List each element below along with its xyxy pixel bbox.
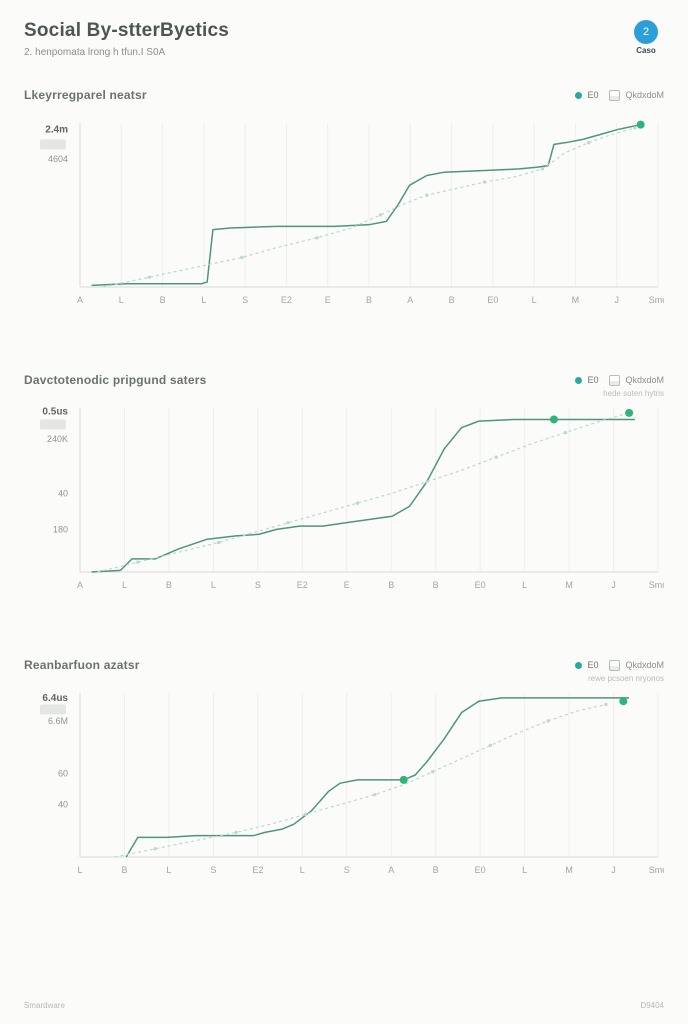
app-header: Social By-stterByetics 2. henpomata lron… (24, 20, 664, 58)
legend-note: hede soten hytris (603, 389, 664, 398)
svg-text:40: 40 (58, 800, 68, 810)
svg-text:A: A (77, 295, 83, 305)
svg-text:M: M (572, 295, 580, 305)
page-title: Social By-stterByetics (24, 20, 230, 41)
svg-text:2.4m: 2.4m (45, 125, 68, 136)
svg-text:A: A (388, 865, 394, 875)
svg-text:L: L (522, 865, 527, 875)
svg-text:E2: E2 (297, 580, 308, 590)
svg-text:180: 180 (53, 524, 68, 534)
svg-text:J: J (611, 580, 616, 590)
svg-text:B: B (121, 865, 127, 875)
svg-text:E: E (344, 580, 350, 590)
legend-dot-icon (575, 661, 583, 669)
svg-text:L: L (166, 865, 171, 875)
svg-text:M: M (565, 580, 573, 590)
svg-text:M: M (565, 865, 573, 875)
svg-text:S: S (255, 580, 261, 590)
chart-legend[interactable]: E0 QkdxdoM (575, 659, 664, 671)
line-chart: L B L S E2 L S A B E0 L M J Smo 6.4us 6.6M 60 40 (40, 693, 664, 875)
svg-text:E0: E0 (487, 295, 498, 305)
svg-text:A: A (407, 295, 413, 305)
svg-text:J: J (611, 865, 616, 875)
svg-text:L: L (77, 865, 82, 875)
chart-section-2: Davctotenodic pripgund saters E0 QkdxdoM… (24, 373, 664, 602)
svg-text:S: S (344, 865, 350, 875)
svg-text:L: L (532, 295, 537, 305)
footer-left-label: Smardware (24, 1001, 65, 1010)
legend-note: rewe pcsoen nryonos (587, 674, 664, 683)
page-subtitle: 2. henpomata lrong h tfun.I S0A (24, 47, 166, 58)
legend-primary-label: E0 (587, 90, 599, 100)
svg-text:6.6M: 6.6M (48, 716, 68, 726)
chart-title: Davctotenodic pripgund saters (24, 373, 207, 387)
legend-dot-icon (575, 376, 583, 384)
svg-text:L: L (300, 865, 305, 875)
svg-text:L: L (522, 580, 527, 590)
legend-primary-label: E0 (587, 660, 599, 670)
svg-text:L: L (211, 580, 216, 590)
header-text: Social By-stterByetics 2. henpomata lron… (24, 20, 229, 58)
legend-secondary-label: QkdxdoM (625, 90, 664, 100)
dashboard-page: Social By-stterByetics 2. henpomata lron… (24, 20, 664, 887)
svg-text:E2: E2 (252, 865, 263, 875)
legend-dot-icon (575, 91, 583, 99)
svg-text:B: B (433, 580, 439, 590)
svg-text:B: B (433, 865, 439, 875)
svg-text:E0: E0 (475, 580, 486, 590)
svg-text:L: L (122, 580, 127, 590)
chart-section-3: Reanbarfuon azatsr E0 QkdxdoM rewe pcsoe… (24, 658, 664, 887)
svg-text:6.4us: 6.4us (42, 693, 68, 704)
chart-title: Reanbarfuon azatsr (24, 658, 140, 672)
app-logo[interactable]: 2 Caso (634, 20, 658, 55)
svg-text:E0: E0 (475, 865, 486, 875)
legend-box-icon (609, 659, 621, 671)
chart-title: Lkeyrregparel neatsr (24, 88, 147, 102)
svg-text:L: L (201, 295, 206, 305)
chart-legend[interactable]: E0 QkdxdoM (575, 374, 664, 386)
svg-text:E: E (325, 295, 331, 305)
svg-text:4604: 4604 (48, 154, 68, 164)
svg-text:60: 60 (58, 768, 68, 778)
legend-secondary-label: QkdxdoM (625, 660, 664, 670)
svg-text:L: L (119, 295, 124, 305)
chart-section-1: Lkeyrregparel neatsr E0 QkdxdoM A L B L S E2 E… (24, 88, 664, 317)
svg-text:40: 40 (58, 488, 68, 498)
line-chart: A L B L S E2 E B A B E0 L M J Smo 2.4m 4604 (40, 120, 664, 305)
legend-box-icon (609, 89, 621, 101)
app-footer: Smardware D9404 (24, 1001, 664, 1010)
svg-text:B: B (160, 295, 166, 305)
svg-text:S: S (210, 865, 216, 875)
logo-label: Caso (636, 46, 656, 55)
svg-text:J: J (614, 295, 619, 305)
svg-text:Smo: Smo (649, 580, 664, 590)
svg-text:B: B (166, 580, 172, 590)
svg-text:E2: E2 (281, 295, 292, 305)
legend-secondary-label: QkdxdoM (625, 375, 664, 385)
svg-text:B: B (366, 295, 372, 305)
svg-text:B: B (388, 580, 394, 590)
svg-text:240K: 240K (47, 434, 68, 444)
svg-text:A: A (77, 580, 83, 590)
legend-note (24, 104, 664, 115)
svg-text:0.5us: 0.5us (42, 406, 68, 417)
svg-text:Smo: Smo (649, 295, 664, 305)
chart-legend[interactable]: E0 QkdxdoM (575, 89, 664, 101)
svg-text:Smo: Smo (649, 865, 664, 875)
legend-primary-label: E0 (587, 375, 599, 385)
line-chart: A L B L S E2 E B B E0 L M J Smo 0.5us 240K 40 180 (40, 406, 664, 590)
footer-right-label: D9404 (640, 1001, 664, 1010)
svg-text:B: B (449, 295, 455, 305)
logo-circle-icon: 2 (634, 20, 658, 44)
svg-text:S: S (242, 295, 248, 305)
legend-box-icon (609, 374, 621, 386)
